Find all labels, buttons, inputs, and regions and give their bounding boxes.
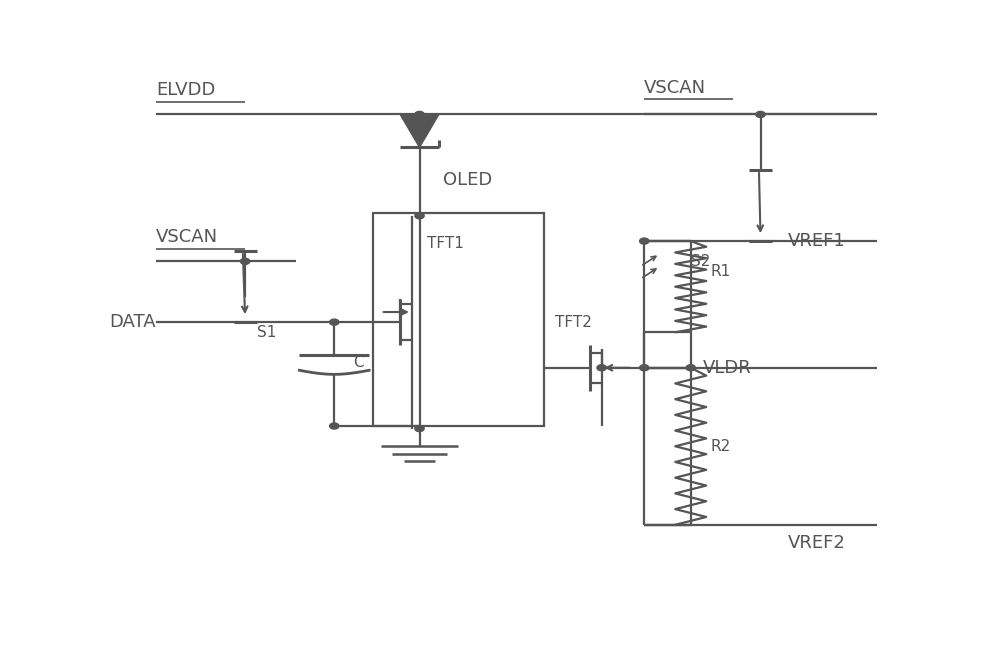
Text: ELVDD: ELVDD bbox=[156, 81, 215, 99]
Circle shape bbox=[597, 365, 606, 371]
Text: TFT2: TFT2 bbox=[555, 315, 592, 330]
Text: S2: S2 bbox=[691, 254, 710, 269]
Polygon shape bbox=[400, 114, 439, 147]
Circle shape bbox=[330, 423, 339, 429]
Circle shape bbox=[640, 238, 649, 244]
Text: DATA: DATA bbox=[109, 313, 156, 331]
Circle shape bbox=[240, 259, 250, 265]
Text: VSCAN: VSCAN bbox=[156, 228, 218, 246]
Circle shape bbox=[415, 213, 424, 219]
Text: C: C bbox=[354, 355, 364, 370]
Text: S1: S1 bbox=[257, 325, 276, 340]
Text: VREF1: VREF1 bbox=[788, 232, 845, 250]
Text: OLED: OLED bbox=[443, 171, 492, 190]
Circle shape bbox=[640, 365, 649, 371]
Bar bbox=[373, 213, 544, 426]
Text: VLDR: VLDR bbox=[702, 359, 751, 377]
Text: R2: R2 bbox=[710, 439, 730, 454]
Text: R1: R1 bbox=[710, 264, 730, 279]
Circle shape bbox=[330, 319, 339, 325]
Text: VSCAN: VSCAN bbox=[644, 79, 706, 97]
Text: VREF2: VREF2 bbox=[788, 534, 846, 551]
Circle shape bbox=[415, 426, 424, 432]
Circle shape bbox=[756, 111, 765, 118]
Circle shape bbox=[686, 365, 695, 371]
Circle shape bbox=[415, 111, 424, 118]
Text: TFT1: TFT1 bbox=[427, 236, 464, 251]
